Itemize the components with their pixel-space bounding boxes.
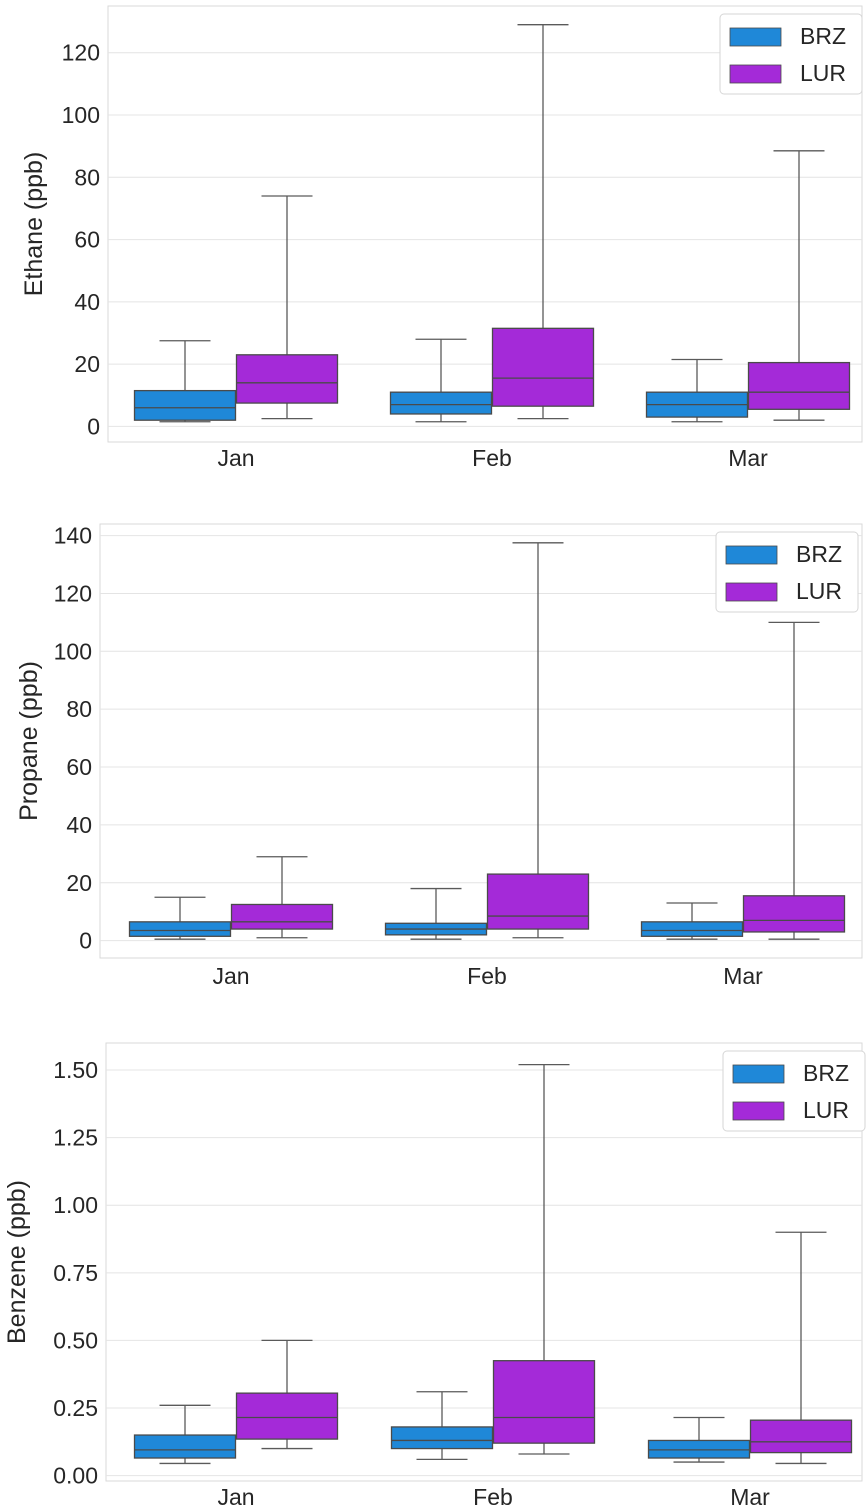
legend-label-lur: LUR xyxy=(796,578,842,604)
y-tick-label: 80 xyxy=(74,164,100,190)
y-tick-label: 140 xyxy=(54,523,92,549)
box-body xyxy=(640,921,744,937)
y-tick-label: 60 xyxy=(66,754,92,780)
box-body xyxy=(647,1439,751,1459)
legend-swatch-brz xyxy=(732,1064,785,1084)
y-tick-label: 1.25 xyxy=(53,1125,98,1151)
legend: BRZ LUR xyxy=(715,531,859,613)
legend-swatch-brz xyxy=(725,545,778,565)
box-brz-mar xyxy=(647,1416,751,1463)
box-lur-jan xyxy=(235,195,339,420)
box-lur-mar xyxy=(742,621,846,940)
legend-swatch-lur xyxy=(729,64,782,84)
y-tick-label: 0.50 xyxy=(53,1327,98,1353)
legend: BRZ LUR xyxy=(722,1050,866,1132)
y-tick-label: 20 xyxy=(74,351,100,377)
y-tick-label: 0.25 xyxy=(53,1395,98,1421)
x-tick-label: Feb xyxy=(472,445,512,471)
box-lur-feb xyxy=(492,1063,596,1455)
box-body xyxy=(128,921,232,937)
box-brz-jan xyxy=(128,896,232,940)
y-tick-label: 120 xyxy=(54,580,92,606)
y-tick-label: 0 xyxy=(87,413,100,439)
y-tick-label: 100 xyxy=(62,102,100,128)
y-tick-label: 1.50 xyxy=(53,1057,98,1083)
box-lur-mar xyxy=(747,150,851,421)
box-body xyxy=(235,354,339,404)
box-body xyxy=(492,1360,596,1444)
box-body xyxy=(230,903,334,930)
legend-swatch-brz xyxy=(729,27,782,47)
box-brz-mar xyxy=(645,358,749,423)
y-axis-label: Benzene (ppb) xyxy=(3,1180,31,1344)
x-tick-label: Feb xyxy=(467,963,507,989)
box-lur-jan xyxy=(230,856,334,939)
x-tick-label: Mar xyxy=(728,445,768,471)
legend-swatch-lur xyxy=(725,582,778,602)
y-tick-label: 60 xyxy=(74,227,100,253)
legend-swatch-lur xyxy=(732,1101,785,1121)
box-brz-mar xyxy=(640,902,744,940)
x-tick-label: Jan xyxy=(217,1484,254,1510)
box-brz-feb xyxy=(389,338,493,423)
x-tick-label: Jan xyxy=(217,445,254,471)
box-lur-jan xyxy=(235,1339,339,1450)
y-tick-label: 0.75 xyxy=(53,1260,98,1286)
y-axis-label: Ethane (ppb) xyxy=(20,152,48,297)
box-body xyxy=(133,389,237,421)
box-lur-mar xyxy=(749,1231,853,1465)
box-lur-feb xyxy=(491,24,595,420)
chart-panel-3: 0.00 0.25 0.50 0.75 1.00 1.25 1.50 Benzene (ppb… xyxy=(3,1042,866,1510)
legend-label-lur: LUR xyxy=(803,1097,849,1123)
y-tick-label: 100 xyxy=(54,638,92,664)
chart-panel-2: 0 20 40 60 80 100 120 140 Propane (ppb) Jan Feb Mar… xyxy=(15,523,863,989)
chart-panel-1: 0 20 40 60 80 100 120 Ethane (ppb) Jan Feb Mar BRZ L… xyxy=(20,5,863,471)
y-tick-label: 20 xyxy=(66,870,92,896)
box-brz-feb xyxy=(390,1391,494,1461)
x-tick-label: Mar xyxy=(723,963,763,989)
box-body xyxy=(486,873,590,930)
x-tick-label: Jan xyxy=(212,963,249,989)
legend-label-brz: BRZ xyxy=(800,23,846,49)
box-body xyxy=(747,361,851,410)
y-tick-label: 0.00 xyxy=(53,1463,98,1489)
y-tick-label: 0 xyxy=(79,928,92,954)
box-brz-jan xyxy=(133,1404,237,1465)
box-lur-feb xyxy=(486,542,590,939)
y-tick-label: 40 xyxy=(66,812,92,838)
y-tick-label: 40 xyxy=(74,289,100,315)
box-body xyxy=(235,1392,339,1440)
box-brz-feb xyxy=(384,887,488,940)
y-axis-label: Propane (ppb) xyxy=(15,661,43,821)
x-tick-label: Mar xyxy=(730,1484,770,1510)
y-tick-label: 120 xyxy=(62,40,100,66)
box-body xyxy=(390,1426,494,1450)
box-body xyxy=(749,1419,853,1454)
y-tick-label: 1.00 xyxy=(53,1192,98,1218)
box-body xyxy=(742,895,846,933)
box-body xyxy=(491,327,595,407)
box-body xyxy=(133,1434,237,1459)
legend-label-brz: BRZ xyxy=(803,1060,849,1086)
box-brz-jan xyxy=(133,340,237,423)
legend: BRZ LUR xyxy=(719,13,863,95)
legend-label-brz: BRZ xyxy=(796,541,842,567)
y-tick-label: 80 xyxy=(66,696,92,722)
box-body xyxy=(389,391,493,415)
x-tick-label: Feb xyxy=(473,1484,513,1510)
legend-label-lur: LUR xyxy=(800,60,846,86)
